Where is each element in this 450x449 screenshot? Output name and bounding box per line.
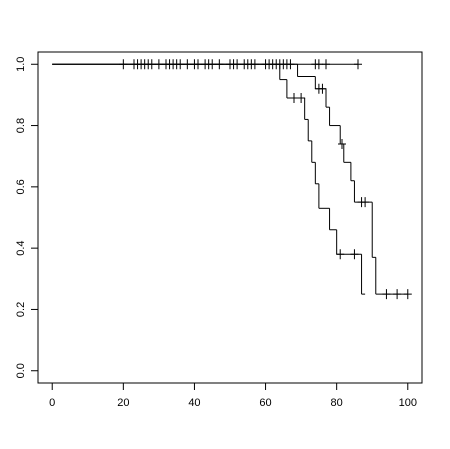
censor-mark <box>354 59 362 70</box>
x-tick-label: 60 <box>259 397 271 409</box>
censor-mark <box>322 59 330 70</box>
x-tick-label: 0 <box>49 397 55 409</box>
x-tick-label: 80 <box>331 397 343 409</box>
x-tick-label: 40 <box>188 397 200 409</box>
censor-mark <box>338 138 346 149</box>
y-tick-label: 0.2 <box>15 302 27 317</box>
y-tick-label: 0.8 <box>15 118 27 133</box>
censor-mark <box>290 92 298 103</box>
censor-mark <box>297 92 306 103</box>
censor-mark <box>361 197 370 208</box>
y-tick-label: 0.6 <box>15 179 27 194</box>
x-tick-label: 100 <box>399 397 417 409</box>
plot-frame <box>37 51 423 384</box>
y-tick-label: 0.4 <box>15 240 27 255</box>
censor-mark <box>318 83 327 94</box>
censor-mark <box>382 289 391 300</box>
y-tick-label: 1.0 <box>15 57 27 72</box>
censor-mark <box>350 249 359 260</box>
x-tick-label: 20 <box>117 397 129 409</box>
censor-mark <box>314 59 323 70</box>
censor-mark <box>393 289 402 300</box>
y-tick-label: 0.0 <box>15 363 27 378</box>
censor-mark <box>403 289 412 300</box>
censor-mark <box>336 249 345 260</box>
